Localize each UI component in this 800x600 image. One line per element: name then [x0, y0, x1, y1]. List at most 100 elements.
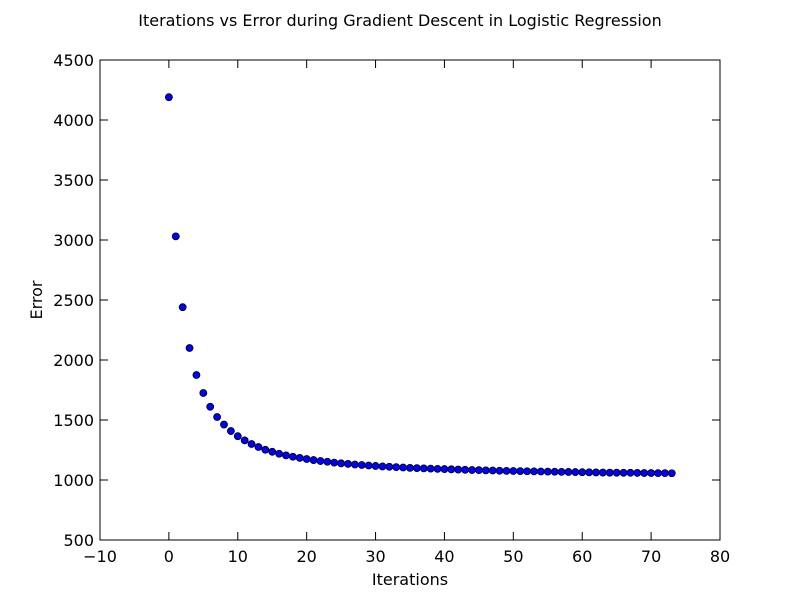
data-point [392, 463, 401, 472]
data-point [337, 459, 346, 468]
data-point [454, 465, 463, 474]
data-point [598, 468, 607, 477]
data-point [385, 462, 394, 471]
data-point [261, 445, 270, 454]
data-point [350, 460, 359, 469]
x-tick-label: 30 [365, 547, 385, 566]
data-point [288, 452, 297, 461]
data-point [578, 468, 587, 477]
data-point [612, 468, 621, 477]
data-point [330, 458, 339, 467]
data-point [220, 420, 228, 429]
x-tick-label: 40 [434, 547, 454, 566]
data-point [667, 469, 676, 478]
data-point [530, 467, 538, 476]
data-point [399, 463, 408, 472]
y-tick-label: 4000 [53, 111, 94, 130]
y-tick-label: 3000 [53, 231, 94, 250]
data-point [344, 460, 352, 468]
data-point [268, 447, 277, 456]
y-tick: 3500 [53, 171, 720, 190]
data-point [440, 465, 449, 473]
data-point [536, 467, 545, 476]
x-tick: 0 [164, 60, 174, 566]
data-point [282, 451, 290, 460]
data-point [316, 457, 325, 465]
x-axis-label: Iterations [372, 570, 448, 589]
data-point [585, 468, 594, 477]
x-tick: 30 [365, 60, 386, 566]
data-point [571, 468, 580, 476]
y-tick-label: 1000 [53, 471, 94, 490]
y-tick-label: 2000 [53, 351, 94, 370]
plot-area [99, 59, 721, 541]
data-point [509, 467, 518, 475]
data-point [605, 468, 614, 477]
data-point [309, 456, 318, 464]
y-tick: 4000 [53, 111, 720, 130]
x-tick-label: 50 [503, 547, 523, 566]
data-point [660, 469, 669, 478]
data-point [523, 467, 532, 476]
x-tick: 40 [434, 60, 455, 566]
data-point [557, 467, 566, 476]
x-tick-label: 10 [228, 547, 248, 566]
axis-ticks: −10 0 10 20 30 40 50 60 70 80 500 1000 1500 2000 2500 3… [53, 51, 730, 566]
x-tick-label: 20 [296, 547, 316, 566]
x-tick-label: −10 [83, 547, 117, 566]
data-point [164, 93, 173, 102]
data-point [426, 464, 435, 473]
y-tick-label: 3500 [53, 171, 94, 190]
data-point [240, 436, 249, 445]
data-point [254, 443, 263, 451]
data-point [640, 469, 649, 477]
data-point [461, 465, 470, 474]
data-point [419, 464, 428, 473]
data-point [247, 440, 256, 448]
data-point [502, 466, 511, 475]
data-point [592, 468, 600, 477]
y-tick-label: 1500 [53, 411, 94, 430]
x-tick: 70 [641, 60, 661, 566]
y-tick: 2500 [53, 291, 720, 310]
data-point [275, 449, 284, 458]
data-point [550, 467, 559, 476]
x-tick: 50 [503, 60, 524, 566]
y-tick: 1000 [53, 471, 720, 490]
data-point [406, 463, 414, 472]
data-point [564, 468, 573, 476]
data-point [647, 469, 656, 477]
y-tick: 3000 [53, 231, 720, 250]
data-point [633, 469, 642, 477]
data-point [185, 344, 194, 352]
chart-title: Iterations vs Error during Gradient Desc… [138, 11, 661, 30]
y-tick-label: 500 [63, 531, 94, 550]
data-point [295, 454, 304, 462]
data-point [543, 467, 552, 476]
data-point [433, 464, 442, 473]
x-tick-label: 60 [572, 547, 592, 566]
x-tick-label: 70 [641, 547, 661, 566]
data-point [447, 465, 456, 474]
data-point [626, 468, 635, 477]
x-tick-label: 0 [164, 547, 174, 566]
y-tick-label: 2500 [53, 291, 94, 310]
data-point [171, 232, 180, 241]
data-point [488, 466, 497, 475]
data-point [412, 464, 421, 473]
data-point [371, 462, 380, 470]
data-point [199, 389, 208, 397]
data-point [474, 466, 483, 475]
y-tick: 2000 [53, 351, 720, 370]
data-point [192, 371, 201, 379]
x-tick: 10 [228, 60, 248, 566]
data-point [233, 432, 242, 441]
y-tick: 1500 [53, 411, 720, 430]
data-point [619, 468, 628, 477]
data-point [302, 455, 311, 463]
data-point [468, 466, 476, 474]
data-point [516, 467, 525, 476]
data-point [206, 402, 215, 411]
y-tick-label: 4500 [53, 51, 94, 70]
